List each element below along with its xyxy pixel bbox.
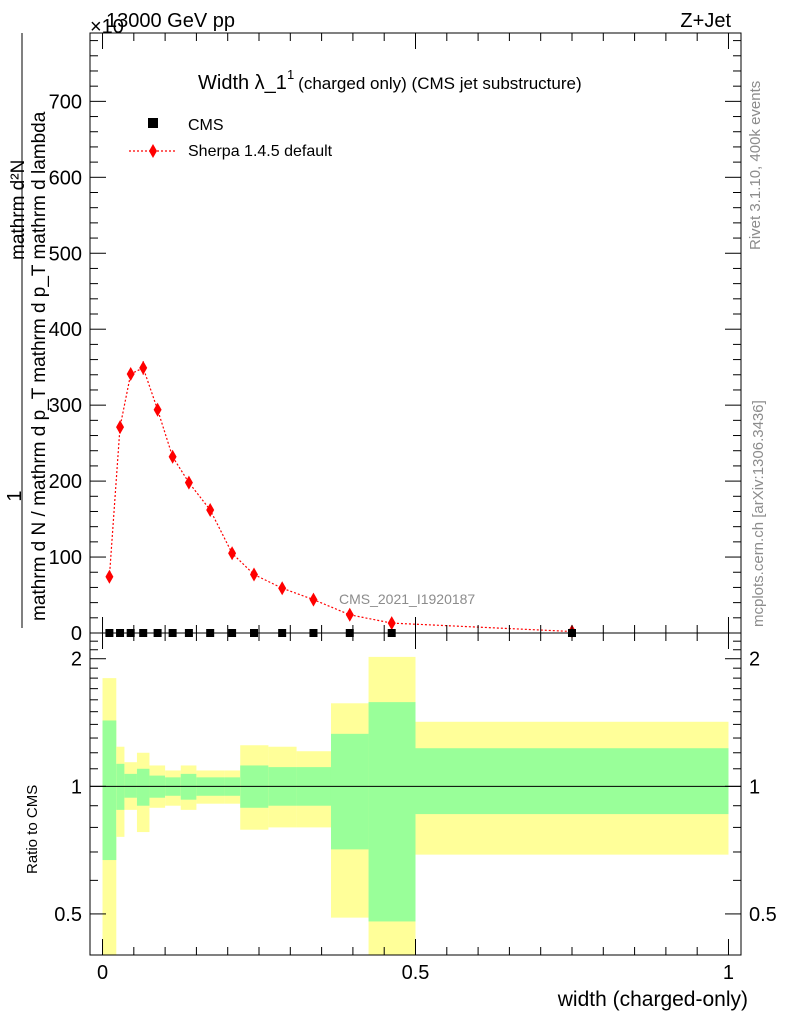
axis-ticks	[90, 33, 741, 955]
xtick-label: 1	[723, 962, 734, 984]
ylabel-numerator: mathrm d²N	[8, 160, 29, 260]
analysis-watermark: CMS_2021_I1920187	[339, 591, 475, 607]
ratio-ytick-label-right: 0.5	[749, 904, 777, 926]
xtick-label: 0.5	[402, 962, 430, 984]
ratio-bands	[90, 656, 741, 955]
ytick-label: 600	[49, 167, 82, 189]
ratio-ytick-label: 0.5	[54, 904, 82, 926]
sherpa-point	[139, 360, 148, 375]
legend-sherpa-marker	[149, 144, 157, 158]
sherpa-point	[278, 581, 287, 596]
sherpa-point	[126, 367, 135, 382]
header-right: Z+Jet	[680, 10, 731, 32]
chart-title: Width λ_11 (charged only) (CMS jet substr…	[198, 67, 582, 94]
sherpa-point	[206, 502, 215, 517]
legend-cms-marker	[148, 118, 158, 128]
ratio-band-green	[330, 733, 369, 850]
sherpa-point	[184, 475, 193, 490]
ratio-band-green	[116, 763, 125, 810]
exponent-label: ×10	[90, 16, 124, 38]
header-left: 13000 GeV pp	[106, 10, 235, 32]
ratio-band-green	[136, 768, 150, 806]
ylabel-denominator: mathrm d N / mathrm d p_T mathrm d p_T m…	[29, 111, 50, 621]
ratio-band-green	[124, 773, 137, 798]
xtick-label: 0	[97, 962, 108, 984]
sherpa-point	[250, 567, 259, 582]
ytick-label: 200	[49, 471, 82, 493]
ratio-ytick-label: 1	[71, 776, 82, 798]
ytick-label: 0	[71, 623, 82, 645]
ratio-ytick-label-right: 1	[749, 776, 760, 798]
title-sub: (charged only) (CMS jet substructure)	[298, 74, 581, 93]
legend-cms-label: CMS	[188, 117, 224, 134]
ratio-ytick-label-right: 2	[749, 649, 760, 671]
ratio-band-green	[368, 702, 416, 922]
mcplots-label: mcplots.cern.ch [arXiv:1306.3436]	[750, 400, 767, 627]
ratio-band-green	[102, 720, 117, 861]
ratio-ylabel: Ratio to CMS	[24, 785, 41, 874]
xlabel: width (charged-only)	[557, 988, 748, 1011]
ytick-label: 400	[49, 319, 82, 341]
sherpa-point	[153, 402, 162, 417]
ytick-label: 100	[49, 547, 82, 569]
ratio-ytick-label: 2	[71, 649, 82, 671]
sherpa-point	[387, 616, 396, 631]
ylabel-numerator-one: 1	[4, 490, 26, 501]
ratio-band-green	[415, 748, 729, 815]
ytick-label: 300	[49, 395, 82, 417]
title-sup: 1	[287, 67, 294, 82]
rivet-label: Rivet 3.1.10, 400k events	[747, 81, 764, 250]
axis-tick-labels: 0 100 200 300 400 500 600 700 0 0.5 1 0.5 0.5 1 1 2 2	[49, 91, 777, 984]
sherpa-point	[168, 449, 177, 464]
sherpa-point	[116, 420, 125, 435]
legend-sherpa-label: Sherpa 1.4.5 default	[188, 143, 333, 160]
ytick-label: 700	[49, 91, 82, 113]
sherpa-point	[345, 607, 354, 622]
sherpa-point	[309, 592, 318, 607]
title-main: Width λ_1	[198, 72, 287, 94]
ytick-label: 500	[49, 243, 82, 265]
sherpa-point	[228, 546, 237, 561]
sherpa-point	[105, 569, 114, 584]
